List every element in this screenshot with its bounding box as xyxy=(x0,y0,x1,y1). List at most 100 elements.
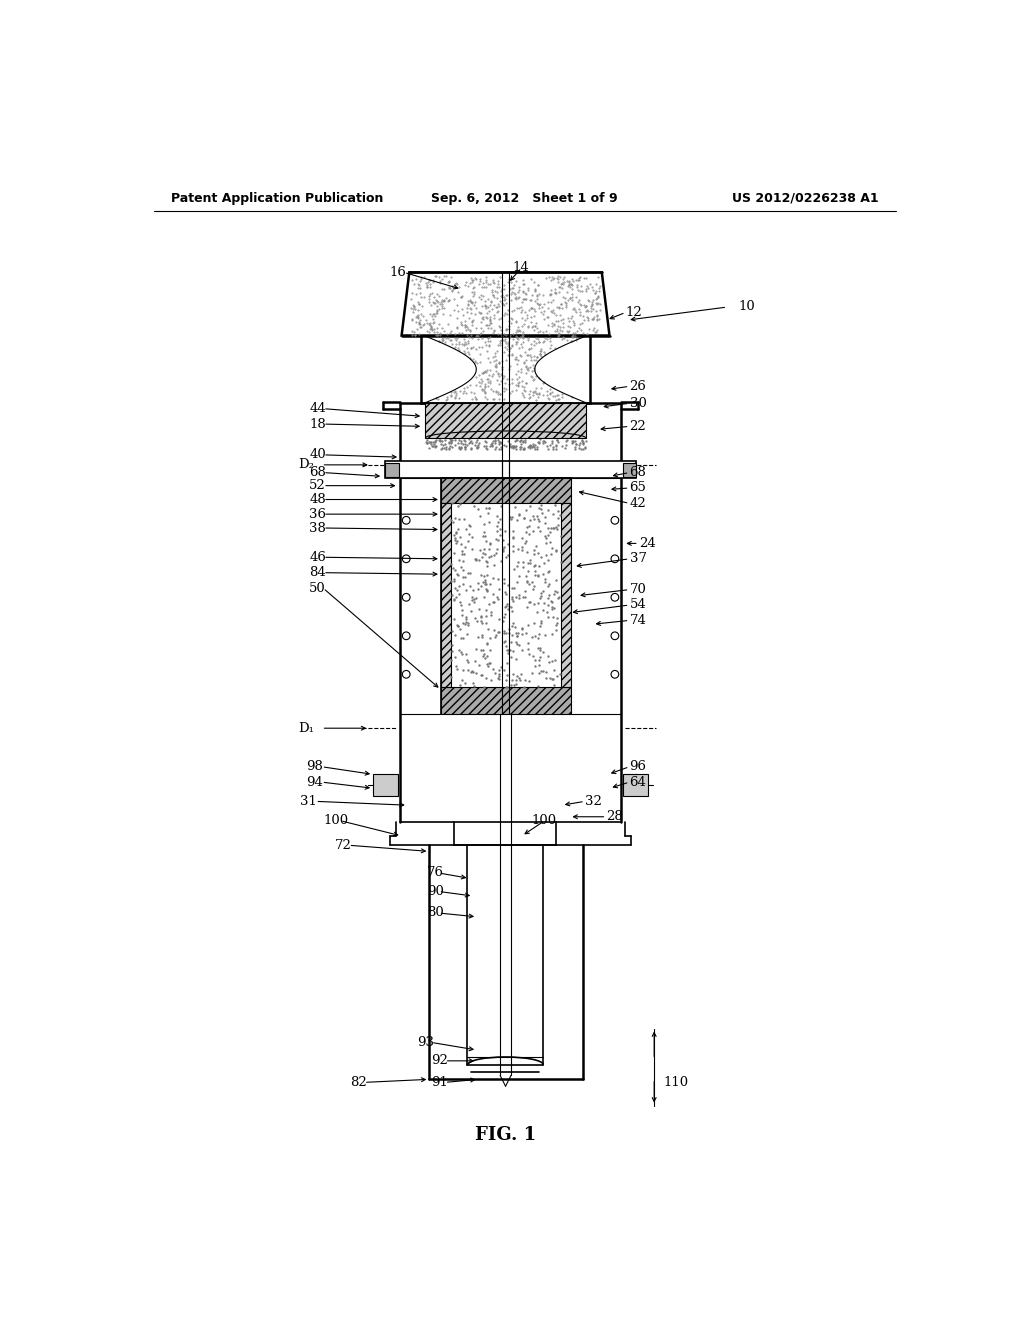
Point xyxy=(520,632,537,653)
Point xyxy=(450,564,466,585)
Point xyxy=(542,531,558,552)
Point xyxy=(526,434,543,455)
Point xyxy=(447,521,464,543)
Point xyxy=(467,651,483,672)
Point xyxy=(493,437,509,458)
Point xyxy=(524,436,541,457)
Point xyxy=(550,513,566,535)
Point xyxy=(493,550,509,572)
Point xyxy=(530,565,547,586)
Point xyxy=(546,583,562,605)
Point xyxy=(470,437,486,458)
Bar xyxy=(425,404,586,438)
Point xyxy=(518,521,535,543)
Point xyxy=(499,652,515,673)
Point xyxy=(446,570,463,591)
Point xyxy=(456,430,472,451)
Point xyxy=(517,669,534,690)
Point xyxy=(518,499,535,520)
Point xyxy=(565,430,582,451)
Point xyxy=(553,525,569,546)
Point xyxy=(500,643,516,664)
Point xyxy=(473,610,489,631)
Point xyxy=(454,544,470,565)
Point xyxy=(541,585,557,606)
Point xyxy=(424,436,440,457)
Point xyxy=(578,437,594,458)
Point xyxy=(513,437,529,458)
Text: 36: 36 xyxy=(309,508,327,520)
Point xyxy=(485,568,502,589)
Point xyxy=(525,578,542,599)
Point xyxy=(509,665,525,686)
Text: 40: 40 xyxy=(310,449,327,462)
Point xyxy=(445,524,462,545)
Point xyxy=(519,541,536,562)
Point xyxy=(453,619,469,640)
Point xyxy=(428,436,444,457)
Point xyxy=(460,531,476,552)
Point xyxy=(544,597,560,618)
Point xyxy=(469,610,485,631)
Point xyxy=(543,517,559,539)
Text: 50: 50 xyxy=(309,582,326,594)
Point xyxy=(450,433,466,454)
Point xyxy=(543,590,559,611)
Point xyxy=(468,550,484,572)
Point xyxy=(542,667,558,688)
Text: 70: 70 xyxy=(630,583,646,597)
Point xyxy=(532,638,549,659)
Point xyxy=(506,577,522,598)
Point xyxy=(519,615,536,636)
Point xyxy=(521,436,538,457)
Point xyxy=(498,676,514,697)
Point xyxy=(460,660,476,681)
Point xyxy=(504,506,520,527)
Point xyxy=(507,496,523,517)
Point xyxy=(548,539,564,560)
Point xyxy=(548,436,564,457)
Point xyxy=(498,636,514,657)
Text: Sep. 6, 2012   Sheet 1 of 9: Sep. 6, 2012 Sheet 1 of 9 xyxy=(431,191,618,205)
Text: 54: 54 xyxy=(630,598,646,611)
Point xyxy=(446,560,463,581)
Point xyxy=(483,601,500,622)
Point xyxy=(540,549,556,570)
Point xyxy=(512,430,528,451)
Point xyxy=(508,556,524,577)
Point xyxy=(455,550,471,572)
Point xyxy=(522,591,539,612)
Point xyxy=(505,527,521,548)
Point xyxy=(537,512,553,533)
Point xyxy=(469,436,485,457)
Point xyxy=(419,432,435,453)
Point xyxy=(418,432,434,453)
Point xyxy=(535,581,551,602)
Point xyxy=(489,429,506,450)
Point xyxy=(458,644,474,665)
Point xyxy=(552,664,568,685)
Point xyxy=(510,539,526,560)
Point xyxy=(451,576,467,597)
Point xyxy=(446,578,463,599)
Point xyxy=(476,525,493,546)
Text: 12: 12 xyxy=(626,306,642,319)
Point xyxy=(453,642,469,663)
Point xyxy=(550,508,566,529)
Point xyxy=(449,614,465,635)
Point xyxy=(505,437,521,458)
Point xyxy=(438,436,455,457)
Point xyxy=(573,430,590,451)
Point xyxy=(537,507,553,528)
Point xyxy=(446,624,463,645)
Point xyxy=(477,432,494,453)
Point xyxy=(538,532,554,553)
Polygon shape xyxy=(401,272,609,335)
Point xyxy=(480,593,497,614)
Point xyxy=(481,573,498,594)
Point xyxy=(502,639,518,660)
Point xyxy=(501,622,517,643)
Point xyxy=(457,438,473,459)
Point xyxy=(484,436,501,457)
Point xyxy=(511,430,527,451)
